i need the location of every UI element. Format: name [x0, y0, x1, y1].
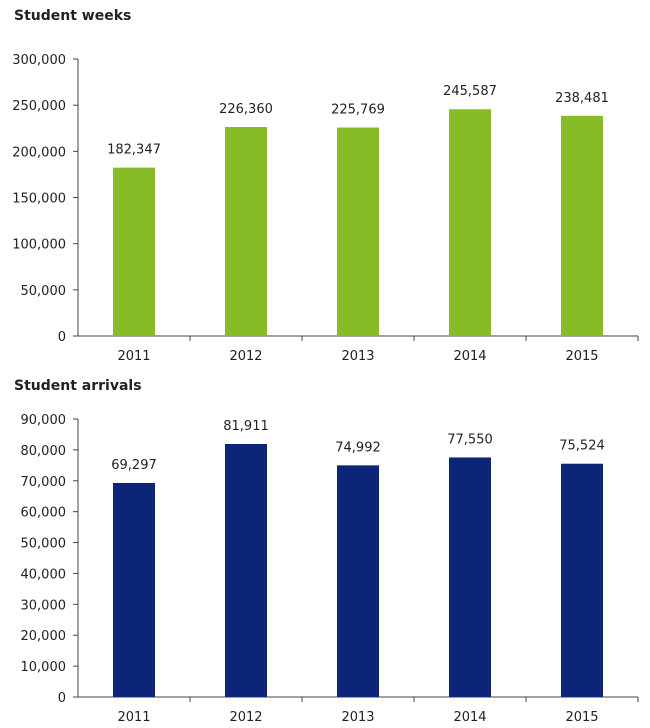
- bar-2014: [449, 109, 491, 336]
- data-label: 81,911: [223, 419, 269, 434]
- bar-2012: [225, 126, 267, 337]
- bar-2014: [449, 457, 491, 697]
- y-tick-label: 90,000: [21, 413, 67, 428]
- data-label: 225,769: [331, 103, 385, 118]
- x-tick-label: 2011: [117, 349, 150, 364]
- x-tick-label: 2015: [565, 349, 598, 364]
- x-tick-label: 2012: [229, 349, 262, 364]
- y-tick-label: 30,000: [21, 598, 67, 613]
- y-tick-label: 80,000: [21, 444, 67, 459]
- data-label: 245,587: [443, 84, 497, 99]
- y-tick-label: 50,000: [21, 537, 67, 552]
- y-tick-label: 50,000: [21, 284, 67, 299]
- y-tick-label: 0: [58, 330, 66, 345]
- data-label: 74,992: [335, 440, 381, 455]
- data-label: 69,297: [111, 458, 157, 473]
- x-tick-label: 2012: [229, 710, 262, 725]
- x-tick-label: 2011: [117, 710, 150, 725]
- bar-2011: [113, 167, 155, 336]
- y-tick-label: 70,000: [21, 475, 67, 490]
- bar-2011: [113, 482, 155, 697]
- x-tick-label: 2015: [565, 710, 598, 725]
- y-tick-label: 300,000: [12, 53, 66, 68]
- data-label: 226,360: [219, 102, 273, 117]
- chart-title-student-weeks: Student weeks: [14, 8, 132, 24]
- bar-2015: [561, 115, 603, 336]
- data-label: 75,524: [559, 439, 605, 454]
- bar-2012: [225, 443, 267, 697]
- x-tick-label: 2014: [453, 710, 486, 725]
- y-tick-label: 20,000: [21, 629, 67, 644]
- bar-2013: [337, 127, 379, 337]
- y-tick-label: 100,000: [12, 238, 66, 253]
- y-tick-label: 200,000: [12, 145, 66, 160]
- data-label: 182,347: [107, 143, 161, 158]
- y-tick-label: 250,000: [12, 99, 66, 114]
- student-arrivals-chart: 0 10,000 20,000 30,000 40,000 50,000 60,000 70,…: [21, 413, 639, 725]
- x-tick-label: 2013: [341, 349, 374, 364]
- data-label: 238,481: [555, 91, 609, 106]
- x-tick-label: 2013: [341, 710, 374, 725]
- y-tick-label: 0: [58, 691, 66, 706]
- student-weeks-chart: 0 50,000 100,000 150,000 200,000 250,000 300,0…: [12, 53, 639, 364]
- data-label: 77,550: [447, 432, 493, 447]
- y-tick-label: 60,000: [21, 506, 67, 521]
- chart-title-student-arrivals: Student arrivals: [14, 378, 142, 394]
- y-tick-label: 150,000: [12, 192, 66, 207]
- y-tick-label: 40,000: [21, 567, 67, 582]
- bar-2015: [561, 463, 603, 697]
- bar-2013: [337, 465, 379, 697]
- x-tick-label: 2014: [453, 349, 486, 364]
- y-tick-label: 10,000: [21, 660, 67, 675]
